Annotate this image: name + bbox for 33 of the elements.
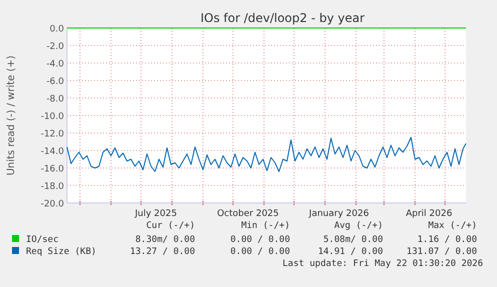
text: Min (-/+) xyxy=(241,221,290,231)
text: 0.00 / 0.00 xyxy=(230,235,290,245)
text: Cur (-/+) xyxy=(146,221,195,231)
y-tick-label: -8.0 xyxy=(46,94,64,104)
y-tick-label: -4.0 xyxy=(46,60,64,70)
text: Max (-/+) xyxy=(428,221,477,231)
chart-title: IOs for /dev/loop2 - by year xyxy=(200,11,365,25)
x-tick-label: October 2025 xyxy=(217,209,279,219)
y-tick-label: -20.0 xyxy=(40,200,64,210)
legend-label: IO/sec xyxy=(26,235,59,245)
y-tick-label: -10.0 xyxy=(40,112,64,122)
y-tick-label: -12.0 xyxy=(40,130,64,140)
text: 14.91 / 0.00 xyxy=(318,247,383,257)
x-tick-label: January 2026 xyxy=(308,209,370,219)
text: 13.27 / 0.00 xyxy=(130,247,195,257)
text: 0.00 / 0.00 xyxy=(230,247,290,257)
x-tick-label: July 2025 xyxy=(134,209,177,219)
y-tick-label: -2.0 xyxy=(46,42,64,52)
text: Avg (-/+) xyxy=(334,221,383,231)
y-tick-label: -16.0 xyxy=(40,164,64,174)
x-tick-label: April 2026 xyxy=(406,209,452,219)
y-tick-label: 0.0 xyxy=(50,24,64,34)
text: 5.08m/ 0.00 xyxy=(323,235,383,245)
line-series xyxy=(66,136,466,172)
text: 131.07 / 0.00 xyxy=(406,247,477,257)
text: Last update: Fri May 22 01:30:20 2026 xyxy=(282,259,483,269)
legend-label: Req Size (KB) xyxy=(26,247,96,257)
text: 8.30m/ 0.00 xyxy=(135,235,195,245)
y-tick-label: -18.0 xyxy=(40,182,64,192)
y-axis-title: Units read (-) / write (+) xyxy=(6,55,17,176)
y-tick-label: -6.0 xyxy=(46,77,64,87)
text: 1.16 / 0.00 xyxy=(417,235,477,245)
y-tick-label: -14.0 xyxy=(40,147,64,157)
